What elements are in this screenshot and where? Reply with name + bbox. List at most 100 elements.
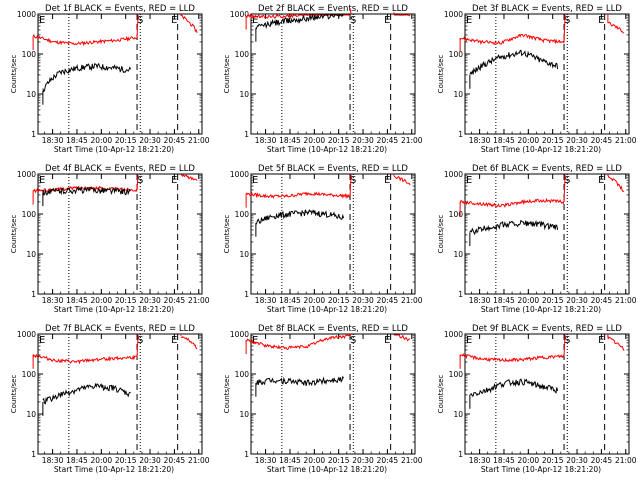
event-marker-label: E — [39, 175, 45, 186]
lld-post-series — [393, 14, 411, 17]
lld-post-series — [607, 336, 625, 351]
event-marker-label: E — [384, 15, 390, 26]
x-tick-label: 21:00 — [615, 136, 637, 145]
lld-rise — [136, 333, 139, 358]
x-tick-label: 20:15 — [542, 136, 564, 145]
panel-title: Det 2f BLACK = Events, RED = LLD — [258, 4, 408, 14]
y-tick-label: 1 — [31, 290, 36, 299]
plot-frame — [464, 173, 630, 295]
x-tick-label: 18:45 — [493, 296, 515, 305]
lld-post-series — [180, 336, 198, 350]
y-tick-label: 10 — [26, 410, 36, 419]
y-tick-label: 10 — [453, 410, 463, 419]
x-tick-label: 20:15 — [115, 456, 137, 465]
x-tick-label: 18:45 — [66, 456, 88, 465]
y-tick-label: 100 — [235, 370, 250, 379]
y-tick-label: 1 — [458, 450, 463, 459]
event-marker-label: E — [384, 175, 390, 186]
lld-post-series — [180, 174, 198, 181]
panel-title: Det 6f BLACK = Events, RED = LLD — [472, 164, 622, 174]
x-tick-label: 21:00 — [615, 456, 637, 465]
x-tick-label: 20:00 — [91, 296, 113, 305]
plot-frame — [464, 13, 630, 135]
lld-series — [245, 191, 351, 200]
y-tick-label: 10 — [453, 90, 463, 99]
panel-8: Det 8f BLACK = Events, RED = LLD 1 10 100 10… — [223, 324, 423, 474]
x-tick-label: 18:30 — [469, 456, 491, 465]
lld-post-series — [607, 174, 625, 192]
plot-frame — [37, 173, 203, 295]
y-tick-label: 1 — [244, 130, 249, 139]
lld-rise — [563, 333, 566, 357]
lld-rise — [136, 173, 139, 190]
event-marker-label: E — [171, 335, 177, 346]
x-tick-label: 18:30 — [42, 296, 64, 305]
lld-rise — [349, 173, 352, 197]
event-marker-label: S — [350, 175, 356, 186]
y-tick-label: 10 — [26, 90, 36, 99]
event-marker-label: E — [252, 175, 258, 186]
y-axis-label: Counts/sec — [10, 375, 18, 414]
y-axis-label: Counts/sec — [437, 215, 445, 254]
y-axis-label: Counts/sec — [437, 55, 445, 94]
lld-post-series — [393, 334, 411, 342]
plot-frame — [250, 173, 416, 295]
y-tick-label: 100 — [449, 50, 464, 59]
lld-post-series — [180, 14, 198, 34]
x-tick-label: 20:00 — [91, 456, 113, 465]
y-axis-label: Counts/sec — [10, 55, 18, 94]
y-tick-label: 100 — [449, 370, 464, 379]
lld-rise — [136, 13, 139, 38]
panel-title: Det 4f BLACK = Events, RED = LLD — [45, 164, 195, 174]
y-tick-label: 1 — [31, 450, 36, 459]
y-tick-label: 100 — [449, 210, 464, 219]
events-series — [255, 375, 345, 387]
x-tick-label: 18:45 — [279, 296, 301, 305]
event-marker-label: S — [564, 15, 570, 26]
y-tick-label: 1 — [31, 130, 36, 139]
panel-1: Det 1f BLACK = Events, RED = LLD 1 10 100 10… — [10, 4, 210, 154]
events-series — [469, 49, 559, 75]
panel-3: Det 3f BLACK = Events, RED = LLD 1 10 100 10… — [437, 4, 637, 154]
x-tick-label: 20:15 — [115, 296, 137, 305]
x-tick-label: 21:00 — [188, 136, 210, 145]
events-series — [42, 62, 132, 93]
event-marker-label: E — [39, 15, 45, 26]
x-tick-label: 18:30 — [255, 296, 277, 305]
x-tick-label: 20:45 — [377, 456, 399, 465]
events-series — [255, 209, 345, 225]
y-tick-label: 1000 — [230, 170, 249, 179]
x-tick-label: 20:45 — [591, 456, 613, 465]
panel-2: Det 2f BLACK = Events, RED = LLD 1 10 100 10… — [223, 4, 423, 154]
event-marker-label: E — [466, 15, 472, 26]
events-series — [42, 382, 131, 405]
x-tick-label: 20:45 — [377, 296, 399, 305]
y-tick-label: 100 — [235, 210, 250, 219]
events-series — [42, 185, 131, 197]
x-tick-label: 20:15 — [328, 136, 350, 145]
event-marker-label: E — [384, 335, 390, 346]
panel-9: Det 9f BLACK = Events, RED = LLD 1 10 100 10… — [437, 324, 637, 474]
panel-title: Det 5f BLACK = Events, RED = LLD — [258, 164, 408, 174]
x-tick-label: 20:45 — [164, 136, 186, 145]
y-axis-label: Counts/sec — [437, 375, 445, 414]
y-tick-label: 1000 — [444, 330, 463, 339]
panel-7: Det 7f BLACK = Events, RED = LLD 1 10 100 10… — [10, 324, 210, 474]
lld-series — [459, 353, 565, 363]
x-tick-label: 20:30 — [352, 136, 374, 145]
x-axis-label: Start Time (10-Apr-12 18:21:20) — [54, 305, 174, 314]
y-tick-label: 100 — [22, 210, 37, 219]
x-tick-label: 20:30 — [139, 296, 161, 305]
x-tick-label: 18:30 — [42, 136, 64, 145]
y-tick-label: 1 — [244, 450, 249, 459]
x-tick-label: 18:45 — [279, 136, 301, 145]
lld-series — [459, 33, 565, 45]
x-tick-label: 20:00 — [304, 456, 326, 465]
x-tick-label: 18:45 — [66, 296, 88, 305]
plot-frame — [250, 13, 416, 135]
event-marker-label: E — [252, 15, 258, 26]
event-marker-label: E — [171, 175, 177, 186]
panel-5: Det 5f BLACK = Events, RED = LLD 1 10 100 10… — [223, 164, 423, 314]
event-marker-label: E — [466, 335, 472, 346]
